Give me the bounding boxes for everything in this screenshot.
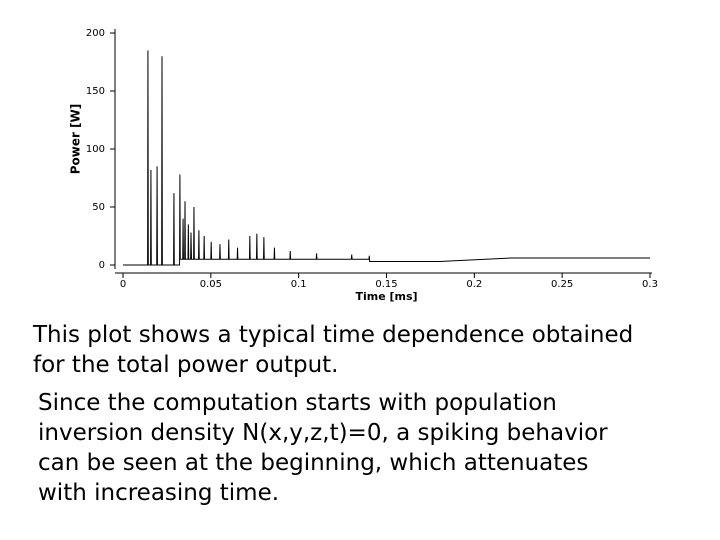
- text-line: for the total power output.: [33, 352, 339, 378]
- y-axis-label: Power [W]: [69, 104, 83, 175]
- x-tick-label: 0.1: [291, 279, 307, 290]
- line: [123, 50, 650, 266]
- text-line: inversion density N(x,y,z,t)=0, a spikin…: [38, 420, 608, 446]
- paragraph: Since the computation starts with popula…: [38, 388, 608, 508]
- x-tick-label: 0.2: [466, 279, 482, 290]
- x-tick-label: 0.3: [642, 279, 658, 290]
- text-line: Since the computation starts with popula…: [38, 390, 557, 416]
- y-tick-label: 200: [86, 28, 105, 39]
- paragraph: This plot shows a typical time dependenc…: [33, 320, 633, 380]
- y-tick-label: 0: [99, 260, 105, 271]
- y-tick-label: 150: [86, 86, 105, 97]
- x-axis-label: Time [ms]: [355, 290, 417, 303]
- x-tick-label: 0.15: [375, 279, 397, 290]
- text-line: can be seen at the beginning, which atte…: [38, 450, 589, 476]
- chart: 0 50 100 150 200 0 0.05 0.1 0.15 0.2 0.25 0.3 Time […: [69, 28, 658, 303]
- x-tick-label: 0.05: [200, 279, 222, 290]
- y-tick-label: 50: [92, 202, 105, 213]
- text-line: with increasing time.: [38, 480, 280, 506]
- y-tick-label: 100: [86, 144, 105, 155]
- x-tick-label: 0: [120, 279, 126, 290]
- x-tick-label: 0.25: [551, 279, 573, 290]
- text-line: This plot shows a typical time dependenc…: [33, 322, 634, 348]
